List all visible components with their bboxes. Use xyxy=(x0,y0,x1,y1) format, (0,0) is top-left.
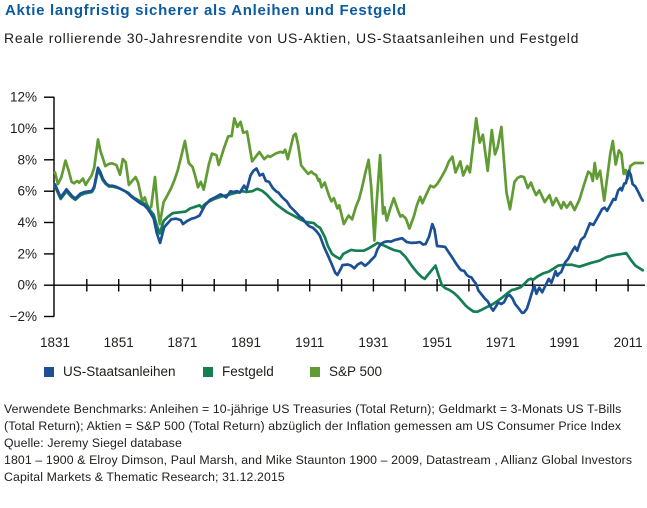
svg-text:1931: 1931 xyxy=(358,335,388,350)
svg-text:8%: 8% xyxy=(17,152,37,167)
svg-text:1891: 1891 xyxy=(231,335,261,350)
svg-text:1851: 1851 xyxy=(104,335,134,350)
svg-text:1971: 1971 xyxy=(486,335,516,350)
svg-text:1911: 1911 xyxy=(295,335,324,350)
svg-text:12%: 12% xyxy=(10,90,37,105)
svg-text:6%: 6% xyxy=(17,184,37,199)
svg-text:−2%: −2% xyxy=(10,309,37,324)
svg-text:1831: 1831 xyxy=(40,335,70,350)
svg-text:2011: 2011 xyxy=(614,335,643,350)
svg-text:4%: 4% xyxy=(17,215,37,230)
svg-text:1871: 1871 xyxy=(167,335,197,350)
svg-text:0%: 0% xyxy=(17,278,37,293)
svg-text:1991: 1991 xyxy=(549,335,579,350)
svg-text:1951: 1951 xyxy=(422,335,452,350)
svg-text:10%: 10% xyxy=(10,121,37,136)
svg-text:2%: 2% xyxy=(17,246,37,261)
